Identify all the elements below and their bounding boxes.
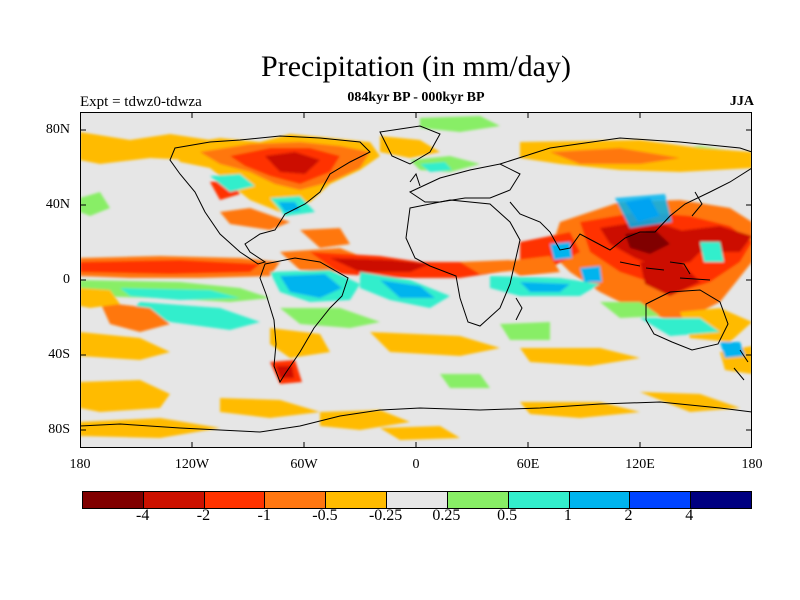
anomaly-region	[265, 152, 320, 174]
lat-tick-label: 0	[63, 272, 70, 287]
coastline-antarctica	[80, 401, 752, 433]
anomaly-region	[440, 374, 490, 388]
colorbar-swatch	[265, 492, 327, 508]
colorbar-swatch	[691, 492, 751, 508]
coastline-madagascar	[515, 297, 523, 321]
anomaly-region	[300, 228, 350, 248]
colorbar-label: 4	[685, 507, 694, 524]
anomaly-region	[550, 148, 680, 164]
anomaly-region	[80, 192, 110, 216]
anomaly-region	[640, 262, 700, 296]
anomaly-region	[520, 402, 640, 418]
anomaly-region	[615, 194, 672, 228]
lon-tick-label: 120E	[625, 457, 655, 472]
anomaly-region	[270, 328, 330, 358]
anomaly-region	[460, 260, 520, 274]
colorbar-swatch	[447, 492, 509, 508]
colorbar-label: -0.25	[368, 507, 403, 524]
anomaly-region	[640, 318, 720, 336]
anomaly-region	[520, 348, 640, 366]
lon-tick-label: 0	[412, 457, 420, 472]
coastline-south-america	[259, 257, 349, 384]
anomaly-region	[80, 332, 170, 360]
coastline-asia	[499, 137, 752, 251]
anomaly-region	[330, 258, 430, 272]
colorbar-swatch	[630, 492, 692, 508]
anomaly-region	[720, 342, 745, 358]
anomaly-region	[500, 322, 550, 340]
anomaly-region	[670, 226, 752, 252]
map-panel	[80, 112, 752, 448]
season-label: JJA	[729, 94, 754, 109]
colorbar-label: 0.5	[497, 507, 518, 524]
colorbar-label: 1	[563, 507, 572, 524]
anomaly-region	[80, 288, 120, 308]
anomaly-region	[280, 274, 342, 298]
anomaly-region	[380, 136, 440, 158]
experiment-label: Expt = tdwz0-tdwza	[80, 94, 202, 110]
colorbar	[82, 491, 752, 509]
anomaly-region	[320, 410, 410, 430]
anomaly-region	[100, 302, 170, 332]
colorbar-label: 2	[624, 507, 633, 524]
chart-subtitle: 084kyr BP - 000kyr BP	[347, 90, 485, 105]
lat-tick-label: 80N	[45, 122, 70, 137]
anomaly-region	[130, 302, 260, 330]
colorbar-label: -1	[257, 507, 271, 524]
coastline-north-america	[169, 135, 371, 265]
coastline-australia	[645, 289, 729, 351]
lat-tick-label: 40N	[45, 197, 70, 212]
anomaly-region	[220, 398, 320, 418]
precipitation-map	[80, 112, 752, 448]
lon-tick-label: 180	[741, 457, 763, 472]
colorbar-swatch	[326, 492, 388, 508]
anomaly-region	[280, 308, 380, 328]
colorbar-swatch	[508, 492, 570, 508]
anomaly-region	[600, 302, 660, 318]
anomaly-region	[420, 162, 452, 172]
coastline-new-zealand	[733, 349, 749, 381]
coastline-japan	[691, 191, 703, 217]
colorbar-swatch	[204, 492, 266, 508]
anomaly-region	[580, 266, 602, 282]
anomaly-region	[210, 174, 255, 192]
colorbar-label: -4	[136, 507, 150, 524]
coastlines	[80, 125, 752, 433]
anomaly-region	[370, 332, 500, 356]
lat-tick-label: 80S	[48, 422, 70, 437]
chart-title: Precipitation (in mm/day)	[261, 50, 571, 83]
anomaly-region	[520, 282, 570, 292]
anomaly-region	[420, 116, 500, 132]
coastline-europe	[408, 163, 521, 203]
anomaly-region	[80, 260, 260, 274]
lon-tick-label: 120W	[174, 457, 210, 472]
coastline-indonesia	[619, 261, 711, 281]
anomaly-region	[625, 230, 670, 254]
anomaly-region	[120, 288, 240, 300]
lon-tick-label: 180	[69, 457, 91, 472]
colorbar-swatch	[83, 492, 144, 508]
lat-tick-label: 40S	[48, 347, 70, 362]
anomaly-region	[380, 280, 435, 298]
lon-tick-label: 60E	[516, 457, 540, 472]
colorbar-label: -0.5	[312, 507, 338, 524]
colorbar-label: 0.25	[432, 507, 461, 524]
anomaly-region	[550, 242, 572, 260]
anomaly-fields	[80, 116, 752, 440]
colorbar-swatch	[143, 492, 205, 508]
anomaly-region	[276, 366, 294, 378]
anomaly-region	[380, 426, 460, 440]
axis-ticks	[80, 112, 752, 448]
anomaly-region	[700, 242, 724, 262]
colorbar-swatch	[387, 492, 448, 508]
colorbar-label: -2	[196, 507, 211, 524]
coastline-africa	[405, 199, 521, 327]
colorbar-swatch	[569, 492, 631, 508]
anomaly-region	[220, 208, 290, 230]
anomaly-region	[80, 418, 220, 438]
coastline-greenland	[379, 125, 441, 165]
coastline-uk	[409, 172, 421, 187]
lon-tick-label: 60W	[290, 457, 318, 472]
anomaly-region	[80, 380, 170, 412]
